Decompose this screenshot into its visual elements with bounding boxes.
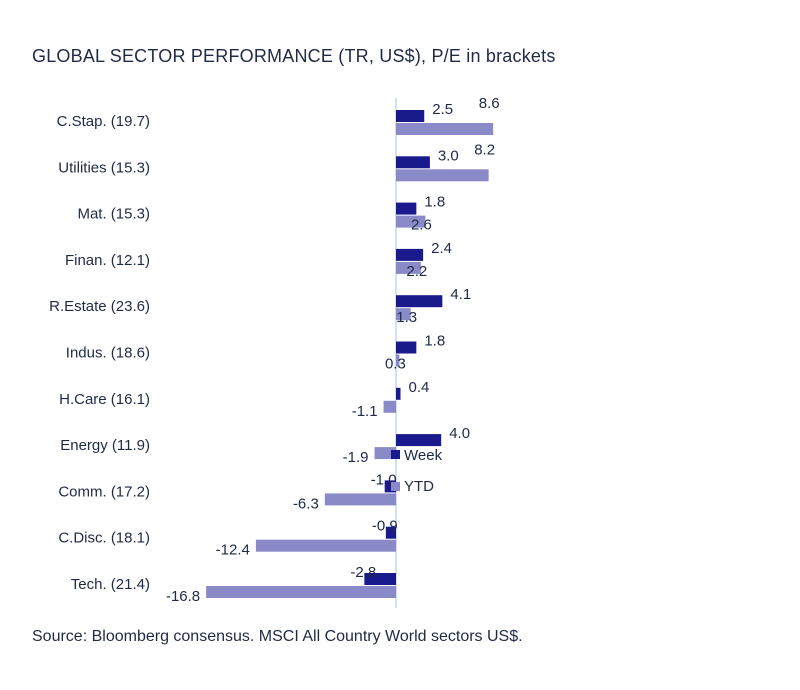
bar-ytd [396, 308, 411, 321]
data-label-week: 4.1 [450, 286, 471, 303]
legend-week-label: Week [404, 447, 443, 464]
data-label-ytd: -1.1 [352, 403, 378, 420]
data-label-ytd: -16.8 [166, 588, 200, 605]
bar-week [364, 573, 396, 585]
data-label-ytd: 0.3 [385, 356, 406, 373]
data-label-ytd: -12.4 [216, 542, 250, 559]
data-label-week: 1.8 [424, 333, 445, 350]
bar-ytd [396, 215, 426, 228]
bar-week [396, 295, 443, 308]
data-label-ytd: 2.6 [411, 217, 432, 234]
bar-week [396, 110, 425, 122]
source-note: Source: Bloomberg consensus. MSCI All Co… [32, 628, 523, 645]
chart-title: GLOBAL SECTOR PERFORMANCE (TR, US$), P/E… [32, 46, 556, 66]
data-label-week: 3.0 [438, 147, 459, 164]
bar-week [396, 156, 430, 169]
legend-ytd-label: YTD [404, 478, 434, 495]
bar-week [396, 434, 442, 447]
category-label: Mat. (15.3) [77, 206, 150, 223]
bar-ytd [324, 493, 396, 506]
category-label: Comm. (17.2) [58, 483, 150, 500]
category-label: Energy (11.9) [60, 437, 150, 454]
bar-week [385, 526, 396, 539]
bars-group: C.Stap. (19.7) 2.5 8.6 Utilities (15.3) 3.0 8… [49, 95, 500, 605]
bar-ytd [396, 354, 400, 367]
legend-ytd-swatch [391, 482, 400, 491]
bar-week [384, 480, 396, 493]
legend: Week YTD [391, 447, 443, 495]
bar-ytd [383, 400, 396, 413]
data-label-week: -1.0 [371, 471, 397, 488]
data-label-ytd: 1.3 [396, 309, 417, 326]
category-label: Utilities (15.3) [58, 159, 150, 176]
category-label: C.Disc. (18.1) [58, 530, 150, 547]
bar-week [396, 387, 401, 400]
bar-week [396, 341, 417, 354]
category-label: Tech. (21.4) [71, 576, 150, 593]
category-label: C.Stap. (19.7) [57, 113, 150, 130]
data-label-week: 1.8 [424, 194, 445, 211]
category-label: Indus. (18.6) [66, 345, 150, 362]
bar-week [396, 202, 417, 215]
bar-ytd [396, 123, 494, 135]
data-label-week: -0.9 [372, 518, 398, 535]
category-label: Finan. (12.1) [65, 252, 150, 269]
data-label-week: 2.4 [431, 240, 452, 257]
bar-week [396, 248, 424, 261]
category-label: H.Care (16.1) [59, 391, 150, 408]
data-label-ytd: -1.9 [343, 449, 369, 466]
bar-ytd [255, 539, 396, 552]
data-label-ytd: 8.2 [474, 141, 495, 158]
data-label-ytd: -6.3 [293, 495, 319, 512]
legend-week-swatch [391, 450, 400, 459]
data-label-week: 2.5 [432, 101, 453, 118]
data-label-week: 0.4 [409, 379, 430, 396]
category-label: R.Estate (23.6) [49, 298, 150, 315]
bar-ytd [374, 447, 396, 460]
data-label-week: -2.8 [350, 564, 376, 581]
bar-ytd [396, 169, 489, 182]
bar-ytd [206, 586, 396, 598]
bar-ytd [396, 261, 421, 274]
data-label-week: 4.0 [449, 425, 470, 442]
data-label-ytd: 2.2 [406, 263, 427, 280]
data-label-ytd: 8.6 [479, 95, 500, 112]
